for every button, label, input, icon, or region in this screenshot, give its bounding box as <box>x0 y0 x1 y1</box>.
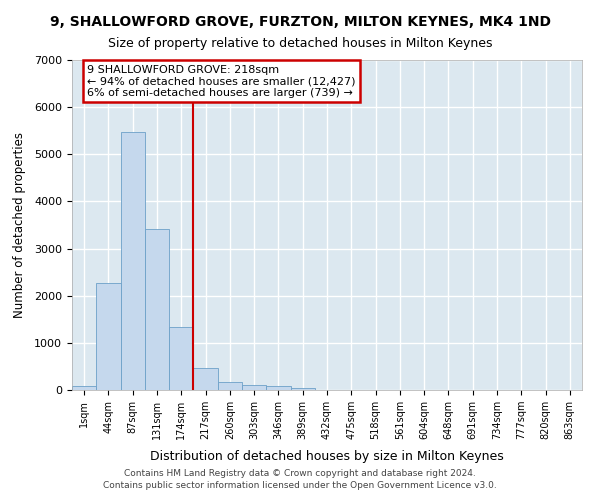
Bar <box>242 385 266 390</box>
Y-axis label: Number of detached properties: Number of detached properties <box>13 132 26 318</box>
Bar <box>193 368 218 390</box>
Text: Size of property relative to detached houses in Milton Keynes: Size of property relative to detached ho… <box>108 38 492 51</box>
Text: 9, SHALLOWFORD GROVE, FURZTON, MILTON KEYNES, MK4 1ND: 9, SHALLOWFORD GROVE, FURZTON, MILTON KE… <box>49 15 551 29</box>
Bar <box>72 386 96 390</box>
Bar <box>169 327 193 390</box>
Text: 9 SHALLOWFORD GROVE: 218sqm
← 94% of detached houses are smaller (12,427)
6% of : 9 SHALLOWFORD GROVE: 218sqm ← 94% of det… <box>87 64 356 98</box>
Text: Contains HM Land Registry data © Crown copyright and database right 2024.
Contai: Contains HM Land Registry data © Crown c… <box>103 468 497 490</box>
Bar <box>96 283 121 390</box>
Bar <box>145 229 169 390</box>
Bar <box>218 382 242 390</box>
X-axis label: Distribution of detached houses by size in Milton Keynes: Distribution of detached houses by size … <box>150 450 504 464</box>
Bar <box>121 132 145 390</box>
Bar <box>290 388 315 390</box>
Bar <box>266 386 290 390</box>
